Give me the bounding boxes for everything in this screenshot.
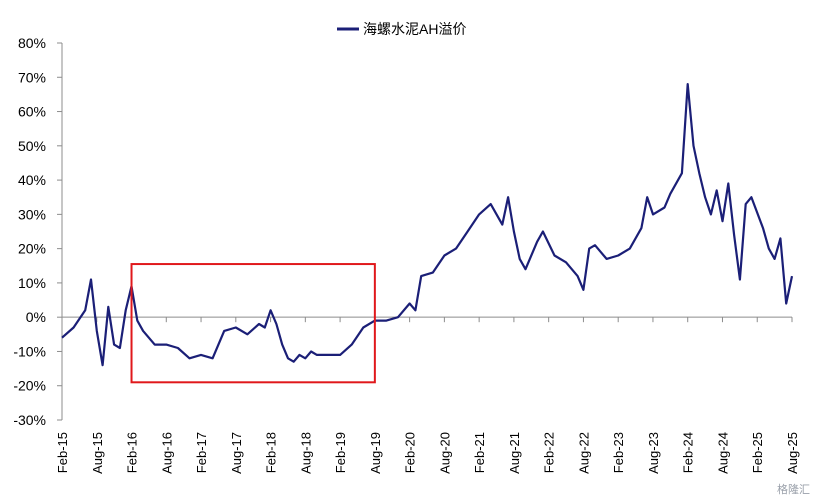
y-tick-label: 60% [18,104,46,120]
y-tick-label: 40% [18,172,46,188]
x-tick-label: Aug-25 [785,432,800,474]
series-line [61,82,794,367]
x-tick-label: Feb-15 [55,432,70,473]
y-tick-label: -20% [13,378,46,394]
y-tick-label: 0% [26,309,46,325]
x-tick-label: Feb-18 [264,432,279,473]
x-tick-label: Feb-20 [403,432,418,473]
x-tick-label: Aug-15 [90,432,105,474]
x-tick-label: Feb-17 [194,432,209,473]
x-tick-label: Aug-18 [298,432,313,474]
x-tick-label: Feb-23 [611,432,626,473]
x-tick-label: Feb-24 [681,432,696,473]
x-axis: Feb-15 Aug-15 Feb-16 Aug-16 Feb-17 Aug-17 Feb-… [55,316,800,474]
y-tick-label: 10% [18,275,46,291]
x-tick-label: Feb-21 [472,432,487,473]
y-tick-label: 70% [18,69,46,85]
x-tick-label: Aug-24 [715,432,730,474]
x-tick-label: Aug-23 [646,432,661,474]
x-tick-label: Feb-25 [750,432,765,473]
x-tick-label: Aug-22 [576,432,591,474]
y-axis: -30% -20% -10% 0% 10% 20% 30% 40% 50% 60% 70% 80% [13,35,63,428]
x-tick-label: Feb-19 [333,432,348,473]
highlight-rectangle [130,263,376,384]
y-tick-label: 30% [18,206,46,222]
x-tick-label: Aug-19 [368,432,383,474]
legend-label: 海螺水泥AH溢价 [363,21,466,37]
y-tick-label: 50% [18,138,46,154]
y-tick-label: -10% [13,343,46,359]
watermark-logo: 格隆汇 [777,483,810,496]
y-tick-label: -30% [13,412,46,428]
x-tick-label: Feb-22 [542,432,557,473]
y-tick-label: 20% [18,241,46,257]
x-tick-label: Aug-20 [437,432,452,474]
x-tick-label: Aug-17 [229,432,244,474]
legend: 海螺水泥AH溢价 [337,21,466,37]
x-tick-label: Feb-16 [125,432,140,473]
x-tick-label: Aug-16 [159,432,174,474]
x-tick-label: Aug-21 [507,432,522,474]
y-tick-label: 80% [18,35,46,51]
plot-area [61,82,794,384]
